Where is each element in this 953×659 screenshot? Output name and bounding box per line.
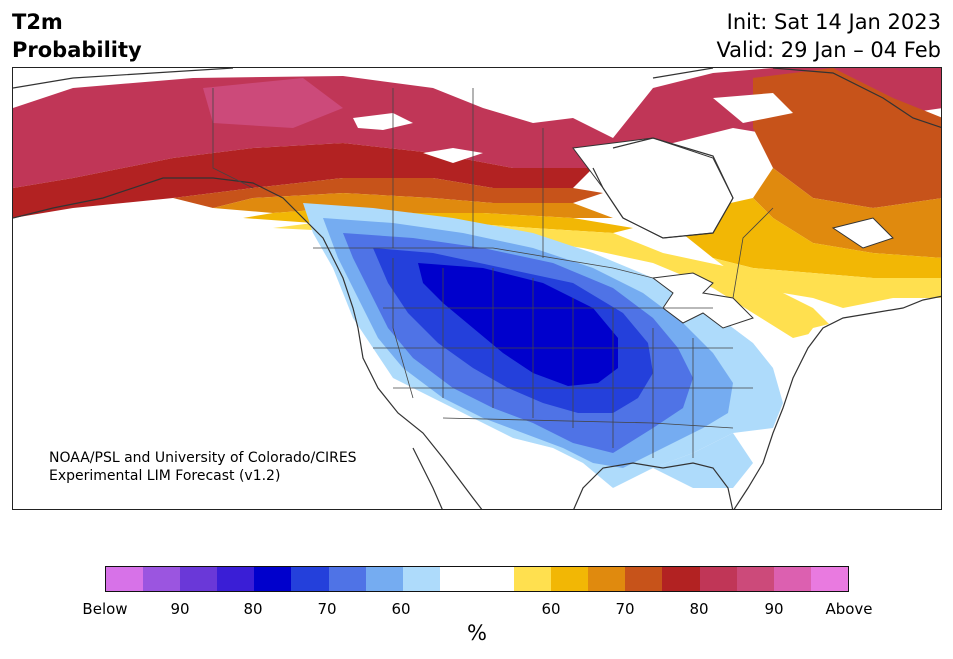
atlantic [734, 298, 941, 509]
coastlines [13, 68, 941, 509]
warm-band-darkorange [173, 178, 603, 208]
gulf-of-mexico [573, 468, 712, 509]
colorbar-tick-label: 90 [170, 600, 190, 618]
warm-band-red [13, 143, 593, 218]
map-canvas [13, 68, 941, 509]
colorbar-tick-label: Above [825, 600, 873, 618]
warm-band-yellow [273, 223, 833, 338]
arctic-patch-2 [423, 148, 483, 163]
colorbar-tick-label: Below [82, 600, 128, 618]
colorbar-tick-label: 70 [317, 600, 337, 618]
warm-east-darkorange [753, 68, 941, 208]
colorbar-tick-label: 90 [764, 600, 784, 618]
colorbar-swatch [143, 567, 181, 591]
colorbar-swatch [217, 567, 255, 591]
forecast-map [12, 67, 942, 510]
arctic-patch-3 [713, 93, 793, 123]
colorbar-tick-label: 80 [689, 600, 709, 618]
colorbar-tick-label: 60 [391, 600, 411, 618]
colorbar [105, 566, 849, 592]
credit-line2: Experimental LIM Forecast (v1.2) [49, 468, 281, 484]
mexico [413, 428, 572, 509]
st-lawrence [831, 217, 894, 249]
colorbar-swatch [439, 567, 477, 591]
title-variable: T2m [12, 10, 63, 34]
colorbar-tick-label: 60 [541, 600, 561, 618]
colorbar-swatch [476, 567, 515, 591]
pacific [13, 208, 443, 509]
colorbar-tick-label: 70 [615, 600, 635, 618]
colorbar-swatch [588, 567, 626, 591]
colorbar-swatch [662, 567, 700, 591]
init-date: Init: Sat 14 Jan 2023 [726, 10, 941, 34]
colorbar-swatch [365, 567, 403, 591]
colorbar-swatch [254, 567, 292, 591]
colorbar-swatch [773, 567, 811, 591]
warm-east-yellow [713, 258, 941, 308]
chart-title: T2m Probability [12, 8, 142, 64]
colorbar-swatch [625, 567, 663, 591]
title-type: Probability [12, 38, 142, 62]
colorbar-swatch [551, 567, 589, 591]
colorbar-unit: % [467, 621, 487, 645]
colorbar-swatch [699, 567, 737, 591]
colorbar-swatch [514, 567, 552, 591]
warm-east-gold [663, 198, 941, 278]
warm-band-magenta [203, 78, 343, 128]
warm-east-orange [753, 168, 941, 258]
colorbar-swatch [291, 567, 329, 591]
colorbar-swatch [810, 567, 848, 591]
political-borders [212, 88, 774, 458]
warm-band-orange [213, 193, 613, 218]
colorbar-swatch [736, 567, 774, 591]
colorbar-tick-label: 80 [243, 600, 263, 618]
colorbar-swatch [328, 567, 366, 591]
forecast-dates: Init: Sat 14 Jan 2023 Valid: 29 Jan – 04… [716, 8, 941, 64]
colorbar-swatch [180, 567, 218, 591]
cold-deepblue [418, 263, 618, 386]
valid-range: Valid: 29 Jan – 04 Feb [716, 38, 941, 62]
credit-text: NOAA/PSL and University of Colorado/CIRE… [49, 449, 357, 485]
colorbar-swatch [106, 567, 144, 591]
southeast-coast-light [653, 433, 753, 488]
great-lakes [651, 272, 754, 329]
credit-line1: NOAA/PSL and University of Colorado/CIRE… [49, 450, 357, 466]
arctic-patch-1 [353, 113, 413, 130]
colorbar-swatch [402, 567, 440, 591]
